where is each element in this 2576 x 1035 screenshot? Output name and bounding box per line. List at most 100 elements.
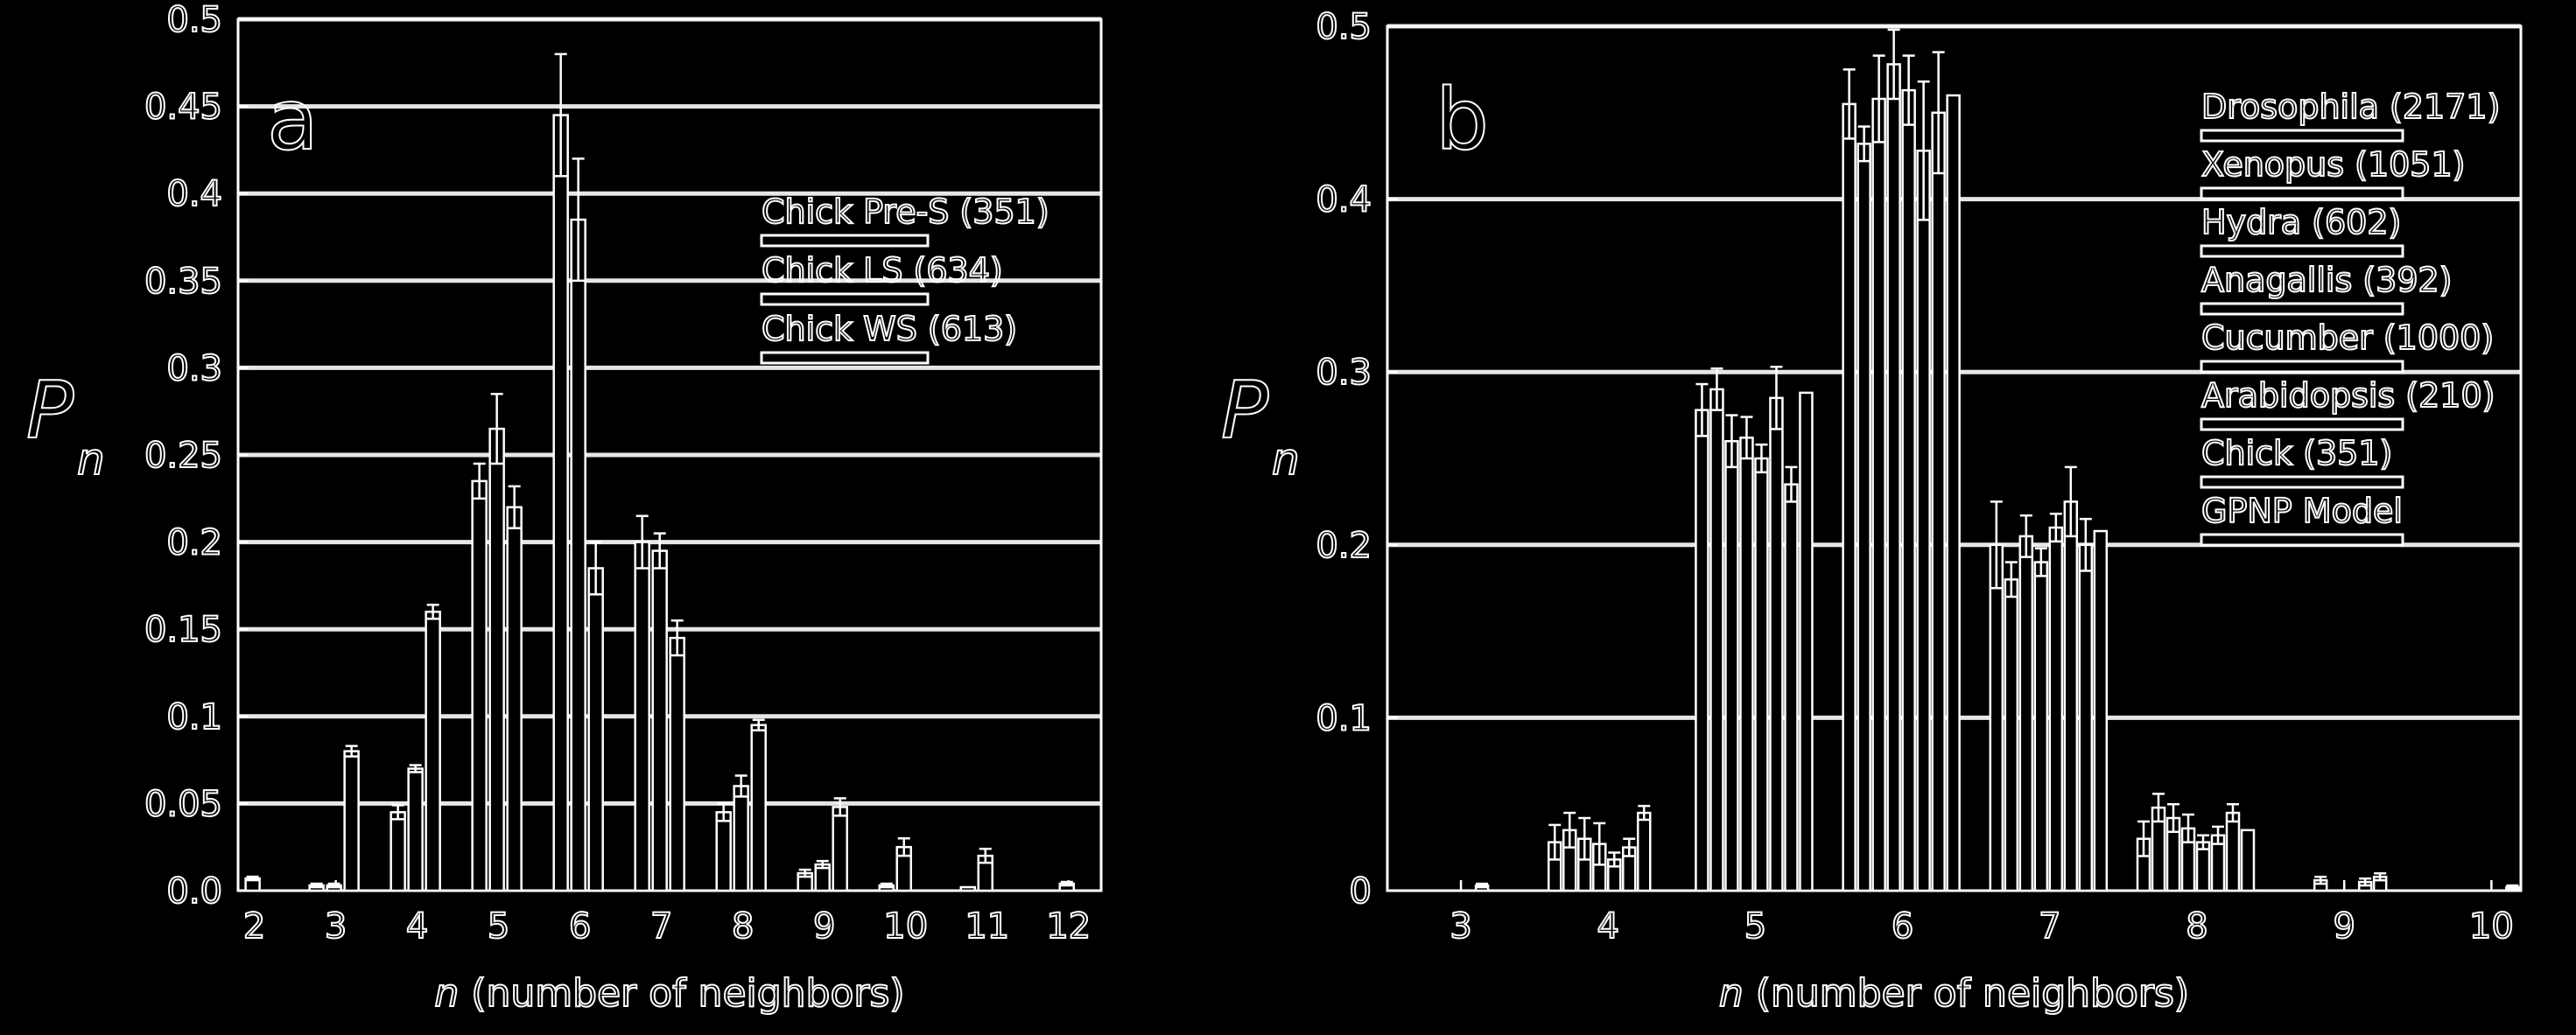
legend-entry: Cucumber (1000) [2201, 318, 2494, 357]
legend-entry: Anagallis (392) [2201, 261, 2453, 299]
x-tick-label: 2 [243, 906, 265, 947]
panel-label: a [267, 71, 319, 169]
bar [570, 218, 586, 892]
legend-entry: Chick (351) [2201, 434, 2392, 472]
y-axis-label-subscript: n [77, 434, 105, 485]
x-axis-label-var: n [434, 971, 459, 1016]
y-tick-label: 0.1 [166, 697, 222, 738]
bar [832, 806, 848, 892]
bar [651, 549, 668, 892]
legend-swatch [2200, 475, 2404, 489]
panel-label: b [1435, 71, 1489, 169]
y-tick-label: 0.5 [1316, 7, 1372, 47]
bar [959, 885, 977, 892]
x-tick-label: 12 [1046, 906, 1091, 947]
y-tick-label: 0.5 [166, 0, 222, 40]
y-tick-label: 0.35 [144, 262, 222, 302]
bar [2004, 578, 2019, 892]
bar [733, 785, 749, 892]
bar [1754, 457, 1769, 892]
legend-swatch [2200, 417, 2404, 431]
bar [2240, 829, 2256, 892]
bar [425, 611, 441, 892]
legend-entry: Chick LS (634) [762, 251, 1003, 290]
legend-swatch [2200, 186, 2404, 200]
bar [1857, 143, 1871, 892]
legend-swatch [2200, 129, 2404, 143]
y-tick-label: 0.2 [1316, 526, 1372, 566]
bar [1637, 811, 1652, 892]
x-tick-label: 11 [965, 906, 1009, 947]
x-tick-label: 5 [1744, 906, 1766, 947]
bar [2033, 561, 2049, 892]
bar [2048, 526, 2064, 892]
bar [1989, 543, 2004, 892]
y-tick-label: 0.4 [1316, 180, 1372, 220]
x-tick-label: 9 [2333, 906, 2355, 947]
bar [2225, 811, 2241, 892]
legend-swatch [760, 351, 930, 365]
y-tick-label: 0.2 [166, 523, 222, 563]
y-tick-label: 0.1 [1316, 698, 1372, 738]
bar [1916, 150, 1931, 892]
x-axis-label: n (number of neighbors) [1719, 971, 2189, 1016]
y-axis-label-subscript: n [1272, 434, 1300, 485]
x-tick-label: 3 [325, 906, 347, 947]
bar [2093, 529, 2109, 892]
bar [587, 567, 604, 892]
legend-entry: GPNP Model [2201, 492, 2403, 530]
x-tick-label: 4 [406, 906, 428, 947]
x-tick-label: 8 [732, 906, 754, 947]
legend-swatch [2200, 244, 2404, 258]
legend-entry: Xenopus (1051) [2201, 145, 2465, 184]
bar [2018, 535, 2034, 892]
bar [1901, 88, 1916, 892]
x-tick-label: 3 [1449, 906, 1471, 947]
y-tick-label: 0.4 [166, 174, 222, 214]
y-axis-label: P [26, 365, 74, 457]
bar [1709, 388, 1724, 892]
bar [390, 811, 406, 892]
bar [1886, 63, 1901, 892]
legend-swatch [2200, 360, 2404, 374]
x-tick-label: 10 [2469, 906, 2514, 947]
legend-entry: Chick WS (613) [762, 310, 1017, 348]
bar [1769, 396, 1784, 892]
y-tick-label: 0.45 [144, 87, 222, 128]
x-axis-label-var: n [1719, 971, 1744, 1016]
bar [1799, 391, 1814, 892]
x-tick-label: 8 [2186, 906, 2207, 947]
bar [669, 636, 685, 892]
bar [1739, 437, 1754, 892]
bar [715, 811, 732, 892]
bar [1784, 483, 1799, 892]
x-tick-label: 10 [883, 906, 928, 947]
legend-swatch [760, 234, 930, 248]
legend-entry: Chick Pre-S (351) [762, 192, 1049, 231]
bar [1724, 439, 1739, 892]
y-tick-label: 0.15 [144, 610, 222, 650]
bar [1695, 409, 1709, 892]
x-tick-label: 6 [1892, 906, 1913, 947]
bar [1946, 94, 1961, 892]
legend-entry: Drosophila (2171) [2201, 87, 2500, 126]
y-tick-label: 0.0 [166, 871, 222, 912]
x-axis-label-text: (number of neighbors) [1744, 971, 2189, 1016]
x-tick-label: 9 [813, 906, 835, 947]
bar [634, 541, 650, 892]
bar [343, 750, 360, 892]
x-tick-label: 7 [2039, 906, 2060, 947]
x-axis-label: n (number of neighbors) [434, 971, 904, 1016]
legend-entry: Hydra (602) [2201, 203, 2401, 241]
y-tick-label: 0.25 [144, 436, 222, 476]
bar [552, 114, 569, 892]
x-tick-label: 4 [1597, 906, 1619, 947]
bar [2078, 543, 2094, 892]
x-tick-label: 6 [569, 906, 591, 947]
y-tick-label: 0.05 [144, 784, 222, 824]
bar [1871, 97, 1886, 892]
y-axis-label: P [1221, 365, 1269, 457]
bar [1842, 102, 1857, 892]
